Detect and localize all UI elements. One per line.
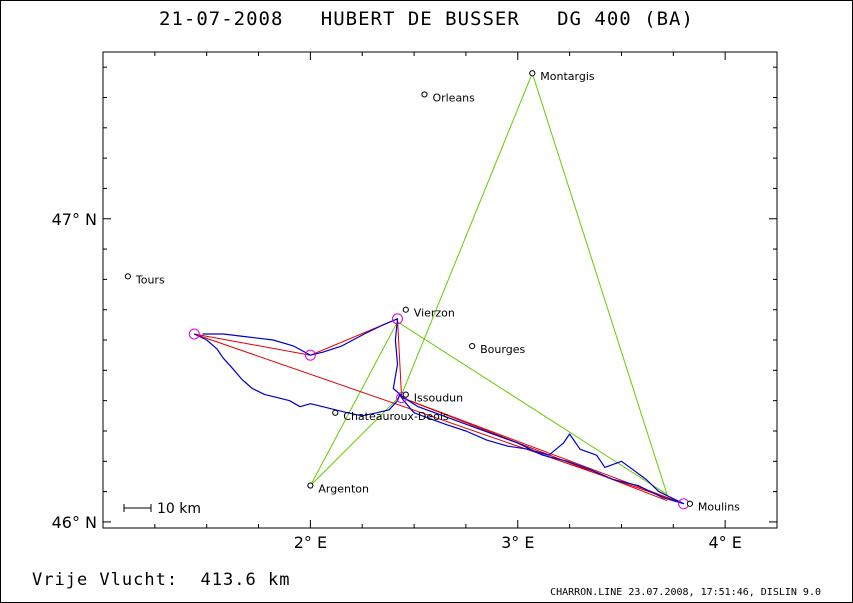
city-label: Chateauroux-Deols bbox=[343, 410, 449, 423]
plot-info: CHARRON.LINE 23.07.2008, 17:51:46, DISLI… bbox=[550, 587, 821, 598]
city-marker bbox=[529, 70, 536, 77]
x-tick-label: 4° E bbox=[708, 533, 741, 552]
x-tick-label: 2° E bbox=[294, 533, 327, 552]
city-markers: Montargis Orleans Tours Vierzon Bourges Issou… bbox=[124, 70, 740, 514]
y-tick-label: 47° N bbox=[52, 210, 97, 229]
task-route-lines bbox=[194, 318, 684, 505]
city-marker bbox=[307, 482, 314, 489]
city-marker bbox=[402, 306, 409, 313]
city-label: Argenton bbox=[318, 483, 369, 496]
city-label: Bourges bbox=[480, 343, 525, 356]
scale-bar-label: 10 km bbox=[157, 501, 201, 517]
flight-title: 21-07-2008 HUBERT DE BUSSER DG 400 (BA) bbox=[159, 8, 694, 30]
y-tick-label: 46° N bbox=[52, 513, 97, 532]
city-marker bbox=[469, 342, 476, 350]
city-label: Moulins bbox=[698, 501, 740, 514]
city-label: Vierzon bbox=[414, 307, 455, 320]
city-marker bbox=[124, 273, 131, 280]
city-label: Tours bbox=[135, 273, 165, 286]
distance-value: 413.6 km bbox=[200, 570, 291, 590]
distance-label: Vrije Vlucht: bbox=[32, 570, 179, 590]
city-label: Orleans bbox=[432, 91, 475, 104]
city-marker bbox=[686, 500, 693, 507]
plot-area-border bbox=[102, 51, 778, 529]
turnpoint-marker bbox=[391, 313, 403, 325]
city-label: Montargis bbox=[540, 70, 595, 83]
triangle-polygon bbox=[309, 71, 668, 496]
turnpoint-marker bbox=[304, 349, 316, 361]
scale-bar: 10 km bbox=[123, 501, 201, 517]
track-line bbox=[193, 318, 685, 505]
city-marker bbox=[332, 409, 339, 416]
x-tick-label: 3° E bbox=[501, 533, 534, 552]
route-line bbox=[401, 397, 668, 502]
city-label: Issoudun bbox=[414, 392, 463, 405]
distance-summary: Vrije Vlucht: 413.6 km bbox=[32, 570, 290, 590]
axis-ticks: 2° E 3° E 4° E 47° N 46° N bbox=[52, 52, 778, 552]
turnpoint-marker bbox=[188, 328, 200, 340]
flight-track bbox=[193, 318, 685, 505]
city-marker bbox=[421, 91, 428, 98]
triangle-lines bbox=[309, 71, 668, 496]
turnpoint-marker bbox=[396, 392, 408, 404]
city-marker bbox=[402, 391, 409, 398]
